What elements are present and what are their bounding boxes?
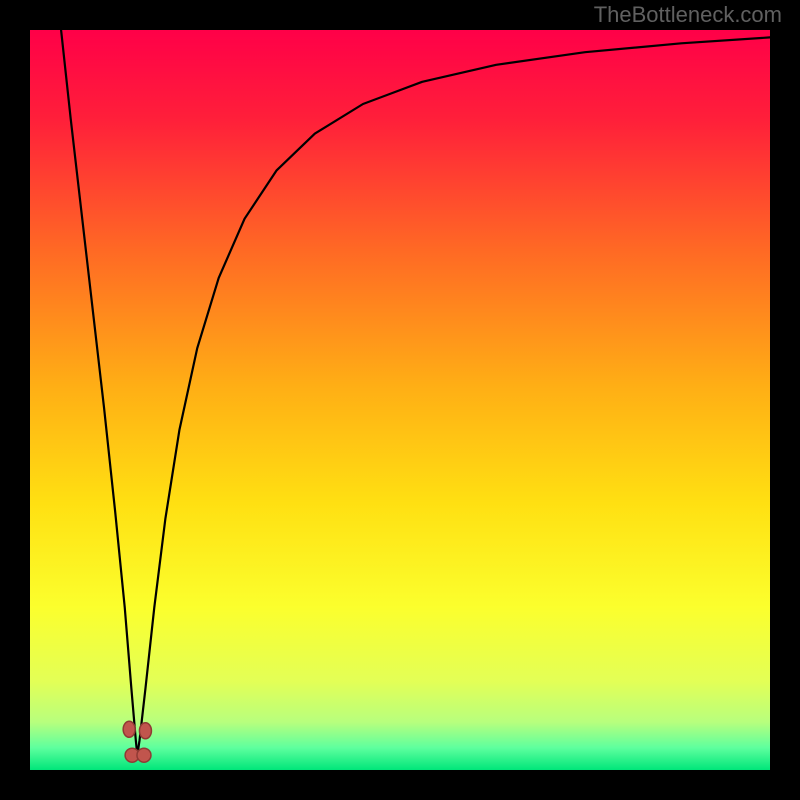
dip-marker — [137, 748, 151, 762]
chart-container: TheBottleneck.com — [0, 0, 800, 800]
attribution-text: TheBottleneck.com — [594, 2, 782, 28]
dip-marker — [123, 721, 135, 737]
curve-overlay — [30, 30, 770, 770]
bottleneck-curve — [61, 30, 770, 755]
plot-area — [30, 30, 770, 770]
dip-marker — [139, 723, 151, 739]
